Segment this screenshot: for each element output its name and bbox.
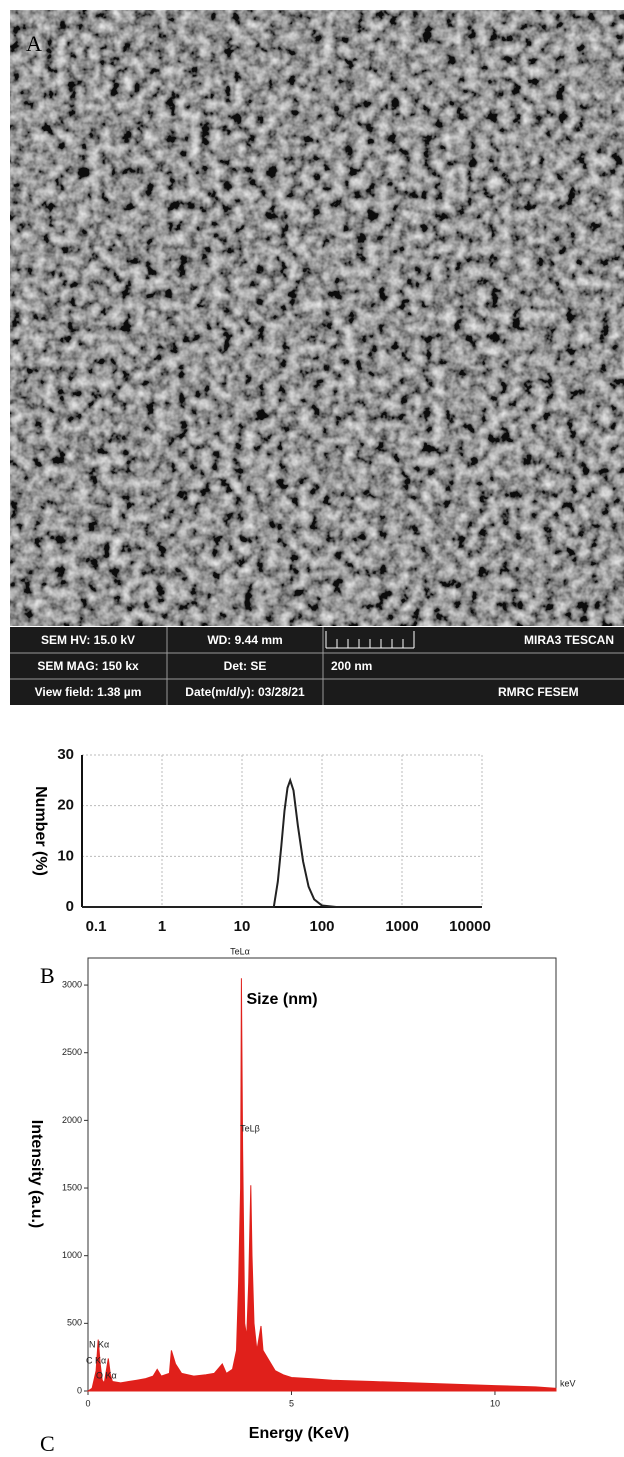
sem-panel: A SEM HV: 15.0 kV WD: 9.44 mm MIRA3 TESC…: [10, 10, 624, 705]
x-unit: keV: [560, 1378, 576, 1388]
y-tick-label: 0: [66, 898, 74, 915]
x-tick-label: 5: [289, 1398, 294, 1408]
y-tick-label: 2500: [62, 1047, 82, 1057]
y-axis-title: Intensity (a.u.): [28, 1120, 45, 1228]
y-tick-label: 10: [57, 847, 74, 864]
y-tick-label: 1000: [62, 1250, 82, 1260]
y-tick-label: 500: [67, 1318, 82, 1328]
peak-label: N Kα: [89, 1339, 109, 1349]
x-tick-label: 0: [85, 1398, 90, 1408]
x-tick-label: 1000: [385, 918, 418, 935]
info-text: WD: 9.44 mm: [207, 633, 282, 647]
y-tick-label: 0: [77, 1385, 82, 1395]
y-tick-label: 20: [57, 797, 74, 814]
info-text: 200 nm: [331, 659, 372, 673]
spectrum: [86, 978, 557, 1392]
info-text: Det: SE: [224, 659, 267, 673]
y-tick-label: 3000: [62, 979, 82, 989]
peak-label: TeLα: [230, 946, 250, 956]
info-bar: [10, 627, 624, 705]
y-tick-label: 30: [57, 746, 74, 763]
peak-label: O Kα: [96, 1370, 117, 1380]
x-tick-label: 10: [490, 1398, 500, 1408]
x-axis-title: Size (nm): [246, 991, 317, 1008]
info-text: RMRC FESEM: [498, 685, 579, 699]
peak-label: TeLβ: [240, 1123, 260, 1133]
panel-label: A: [26, 31, 42, 56]
x-tick-label: 100: [309, 918, 334, 935]
sem-texture: [10, 10, 624, 626]
x-tick-label: 0.1: [86, 918, 107, 935]
x-tick-label: 10000: [449, 918, 491, 935]
panel-label: B: [40, 963, 55, 988]
info-text: View field: 1.38 µm: [35, 685, 142, 699]
y-axis-title: Number (%): [32, 786, 49, 876]
scale-bar: [325, 631, 415, 649]
y-tick-label: 2000: [62, 1115, 82, 1125]
x-tick-label: 10: [234, 918, 251, 935]
info-text: SEM HV: 15.0 kV: [41, 633, 135, 647]
x-axis-title: Energy (KeV): [249, 1425, 349, 1442]
info-text: MIRA3 TESCAN: [524, 633, 614, 647]
peak-label: C Kα: [86, 1355, 106, 1365]
plot-frame: [87, 957, 557, 1392]
info-text: SEM MAG: 150 kx: [37, 659, 139, 673]
panel-label: C: [40, 1431, 55, 1456]
x-tick-label: 1: [158, 918, 166, 935]
y-tick-label: 1500: [62, 1182, 82, 1192]
data-line: [82, 777, 482, 908]
info-text: Date(m/d/y): 03/28/21: [185, 685, 305, 699]
info-grid: [10, 627, 624, 705]
